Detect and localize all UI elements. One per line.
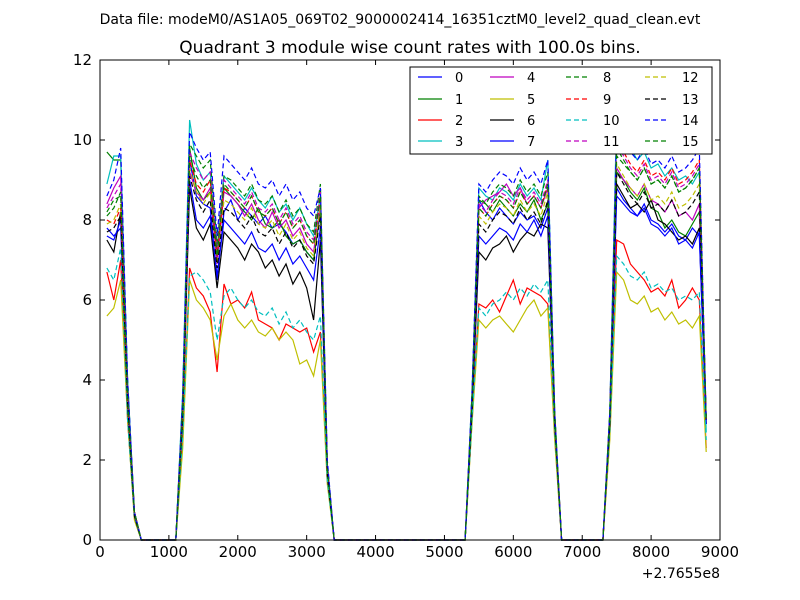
legend-label-4: 4 (527, 71, 535, 86)
legend-label-13: 13 (682, 93, 699, 108)
legend-label-5: 5 (527, 93, 535, 108)
x-tick-label: 6000 (494, 543, 532, 561)
y-tick-label: 6 (82, 291, 92, 309)
x-tick-label: 0 (95, 543, 105, 561)
legend-label-9: 9 (603, 93, 611, 108)
x-tick-label: 4000 (356, 543, 394, 561)
x-tick-label: 9000 (701, 543, 739, 561)
x-tick-label: 2000 (219, 543, 257, 561)
y-tick-label: 4 (82, 371, 92, 389)
y-tick-label: 0 (82, 531, 92, 549)
y-tick-label: 8 (82, 211, 92, 229)
legend-label-1: 1 (455, 93, 463, 108)
legend-box (409, 66, 713, 155)
legend-label-3: 3 (455, 135, 463, 150)
legend-label-10: 10 (603, 114, 620, 129)
chart-title: Quadrant 3 module wise count rates with … (179, 38, 640, 58)
legend-label-2: 2 (455, 114, 463, 129)
legend-label-6: 6 (527, 114, 535, 129)
x-tick-label: 1000 (150, 543, 188, 561)
x-tick-label: 8000 (632, 543, 670, 561)
legend-label-14: 14 (682, 114, 699, 129)
legend-label-15: 15 (682, 135, 699, 150)
figure-suptitle: Data file: modeM0/AS1A05_069T02_90000024… (100, 12, 701, 28)
legend-label-8: 8 (603, 71, 611, 86)
legend-label-0: 0 (455, 71, 463, 86)
y-tick-label: 2 (82, 451, 92, 469)
ticks-layer: 0 1000 2000 3000 4000 5000 6000 7000 8000 9000 0 2 4… (73, 51, 739, 561)
y-tick-label: 12 (73, 51, 92, 69)
x-tick-label: 3000 (288, 543, 326, 561)
x-tick-label: 5000 (425, 543, 463, 561)
legend-label-7: 7 (527, 135, 535, 150)
x-offset-label: +2.7655e8 (642, 566, 720, 582)
legend-label-11: 11 (603, 135, 620, 150)
y-tick-label: 10 (73, 131, 92, 149)
x-tick-label: 7000 (563, 543, 601, 561)
legend-label-12: 12 (682, 71, 699, 86)
